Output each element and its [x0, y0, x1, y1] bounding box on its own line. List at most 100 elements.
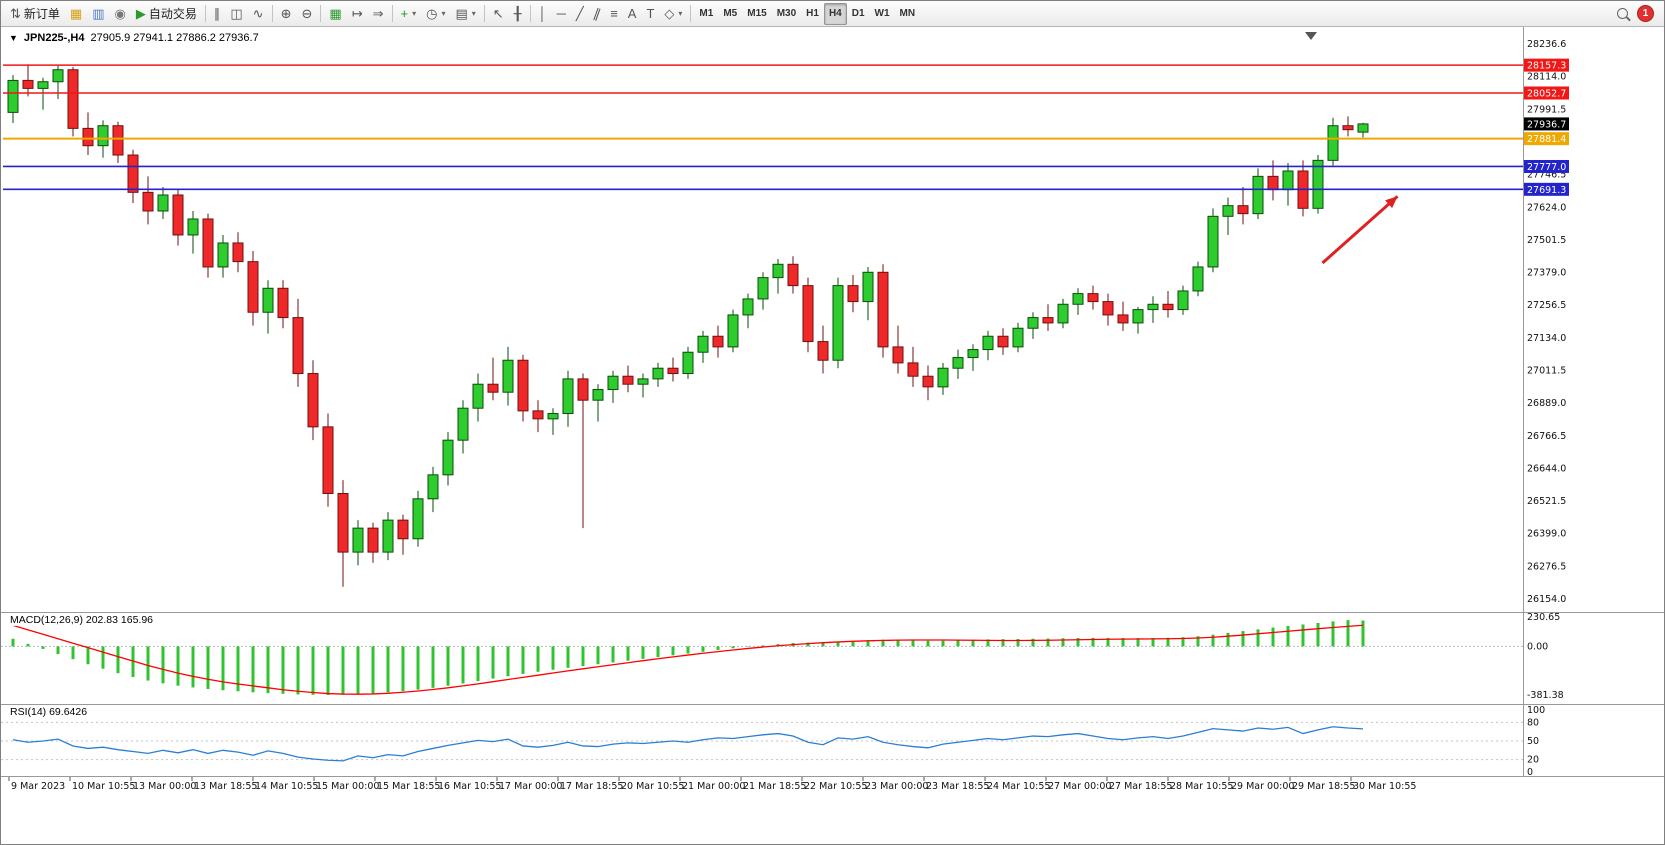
- tf-m1-label: M1: [699, 8, 714, 19]
- candle-body: [1102, 301, 1114, 316]
- price-tag: [1524, 132, 1569, 146]
- candle-body: [967, 349, 979, 359]
- tf-m15[interactable]: M15: [742, 3, 771, 25]
- candle-body: [67, 69, 79, 129]
- macd-signal-line: [12, 624, 1364, 695]
- tf-mn[interactable]: MN: [895, 3, 921, 25]
- price-scale-label: 26276.5: [1527, 561, 1566, 572]
- text-button[interactable]: A: [623, 3, 642, 25]
- chart-symbol-period: JPN225-,H4: [23, 32, 85, 44]
- arrow-annotation[interactable]: [1321, 195, 1399, 265]
- macd-scale-label: 0.00: [1527, 641, 1548, 652]
- tf-w1[interactable]: W1: [870, 3, 895, 25]
- zoom-in-button[interactable]: ⊕: [276, 3, 297, 25]
- fibonacci-icon: ≡: [610, 6, 618, 21]
- new-order-button[interactable]: ⇅ 新订单: [5, 3, 65, 25]
- chart-title: ▼ JPN225-,H4 27905.9 27941.1 27886.2 279…: [9, 32, 259, 44]
- tf-w1-label: W1: [874, 8, 890, 19]
- rsi-line: [12, 726, 1364, 762]
- candle-body: [622, 375, 634, 385]
- chart-collapse-icon[interactable]: ▼: [9, 33, 18, 43]
- profiles-button[interactable]: ▥: [87, 3, 109, 25]
- candle-body: [1057, 303, 1069, 324]
- candle-body: [412, 498, 424, 540]
- crosshair-icon: ╂: [513, 6, 522, 21]
- candle-body: [667, 367, 679, 375]
- candle-body: [562, 378, 574, 415]
- label-button[interactable]: T: [641, 3, 659, 25]
- arrow-head-icon[interactable]: [1385, 196, 1398, 209]
- chart-shift-button[interactable]: ⇒: [368, 3, 389, 25]
- candle-body: [517, 359, 529, 412]
- horizontal-line-button[interactable]: ─: [552, 3, 571, 25]
- arrows-button[interactable]: ◇ ▾: [659, 3, 687, 25]
- rsi-scale-label: 0: [1527, 767, 1533, 778]
- auto-scroll-button[interactable]: ↦: [347, 3, 368, 25]
- candle-body: [1177, 290, 1189, 311]
- hline-icon: ─: [556, 6, 566, 21]
- price-tag-label: 28157.3: [1527, 61, 1566, 72]
- templates-button[interactable]: ▤ ▾: [450, 3, 480, 25]
- candle-body: [1072, 293, 1084, 305]
- notification-badge[interactable]: 1: [1637, 5, 1654, 22]
- periods-button[interactable]: ◷ ▾: [421, 3, 450, 25]
- time-axis-label: 15 Mar 18:55: [377, 781, 440, 792]
- tf-m30[interactable]: M30: [772, 3, 801, 25]
- bar-chart-button[interactable]: ∥: [209, 3, 226, 25]
- vertical-line-button[interactable]: │: [534, 3, 552, 25]
- tf-d1[interactable]: D1: [847, 3, 870, 25]
- candle-body: [247, 261, 259, 313]
- chart-shift-icon: ⇒: [372, 6, 384, 21]
- crosshair-button[interactable]: ╂: [509, 3, 527, 25]
- channel-button[interactable]: ∥: [589, 3, 606, 25]
- fibonacci-button[interactable]: ≡: [605, 3, 623, 25]
- candle-body: [292, 317, 304, 375]
- candle-body: [202, 218, 214, 268]
- candle-body: [232, 242, 244, 263]
- candle-body: [352, 527, 364, 553]
- market-watch-button[interactable]: ◉: [110, 3, 131, 25]
- time-axis-label: 16 Mar 10:55: [438, 781, 501, 792]
- tf-h4[interactable]: H4: [823, 2, 847, 25]
- candle-body: [1237, 205, 1249, 215]
- tf-h1[interactable]: H1: [801, 3, 824, 25]
- candle-body: [97, 125, 109, 147]
- toolbar-separator: [271, 5, 273, 22]
- candle-body: [607, 375, 619, 391]
- candle-body: [217, 242, 229, 268]
- search-icon[interactable]: [1617, 8, 1628, 19]
- candlestick-button[interactable]: ◫: [225, 3, 247, 25]
- candle-body: [502, 359, 514, 393]
- cursor-button[interactable]: ↖: [488, 3, 509, 25]
- bars-icon: ∥: [213, 6, 221, 21]
- line-chart-icon: ∿: [252, 6, 264, 21]
- tf-mn-label: MN: [899, 8, 916, 19]
- price-scale-label: 26889.0: [1527, 398, 1566, 409]
- candle-body: [1027, 317, 1039, 329]
- indicators-button[interactable]: + ▾: [396, 3, 422, 25]
- price-tag: [1524, 58, 1569, 72]
- line-chart-button[interactable]: ∿: [248, 3, 269, 25]
- tf-m1[interactable]: M1: [694, 3, 718, 25]
- autoscroll-icon: ↦: [351, 6, 363, 21]
- indicators-icon: +: [400, 6, 409, 21]
- new-chart-button[interactable]: ▦: [65, 3, 87, 25]
- candle-body: [637, 378, 649, 385]
- price-tag: [1524, 117, 1569, 131]
- shapes-icon: ◇: [664, 6, 675, 21]
- tile-windows-button[interactable]: ▦: [324, 3, 346, 25]
- auto-trading-button[interactable]: ▶ 自动交易: [131, 3, 202, 25]
- price-scale-label: 27011.5: [1527, 365, 1566, 376]
- zoom-out-button[interactable]: ⊖: [296, 3, 317, 25]
- chart-shift-marker-icon[interactable]: [1305, 32, 1317, 40]
- trendline-button[interactable]: ╱: [571, 3, 589, 25]
- tf-m5[interactable]: M5: [718, 3, 742, 25]
- candle-body: [337, 492, 349, 553]
- price-tag-label: 27691.3: [1527, 185, 1566, 196]
- candle-body: [757, 277, 769, 300]
- price-scale-label: 26766.5: [1527, 431, 1566, 442]
- candle-body: [1327, 125, 1339, 161]
- candle-body: [1162, 303, 1174, 311]
- candle-body: [742, 298, 754, 316]
